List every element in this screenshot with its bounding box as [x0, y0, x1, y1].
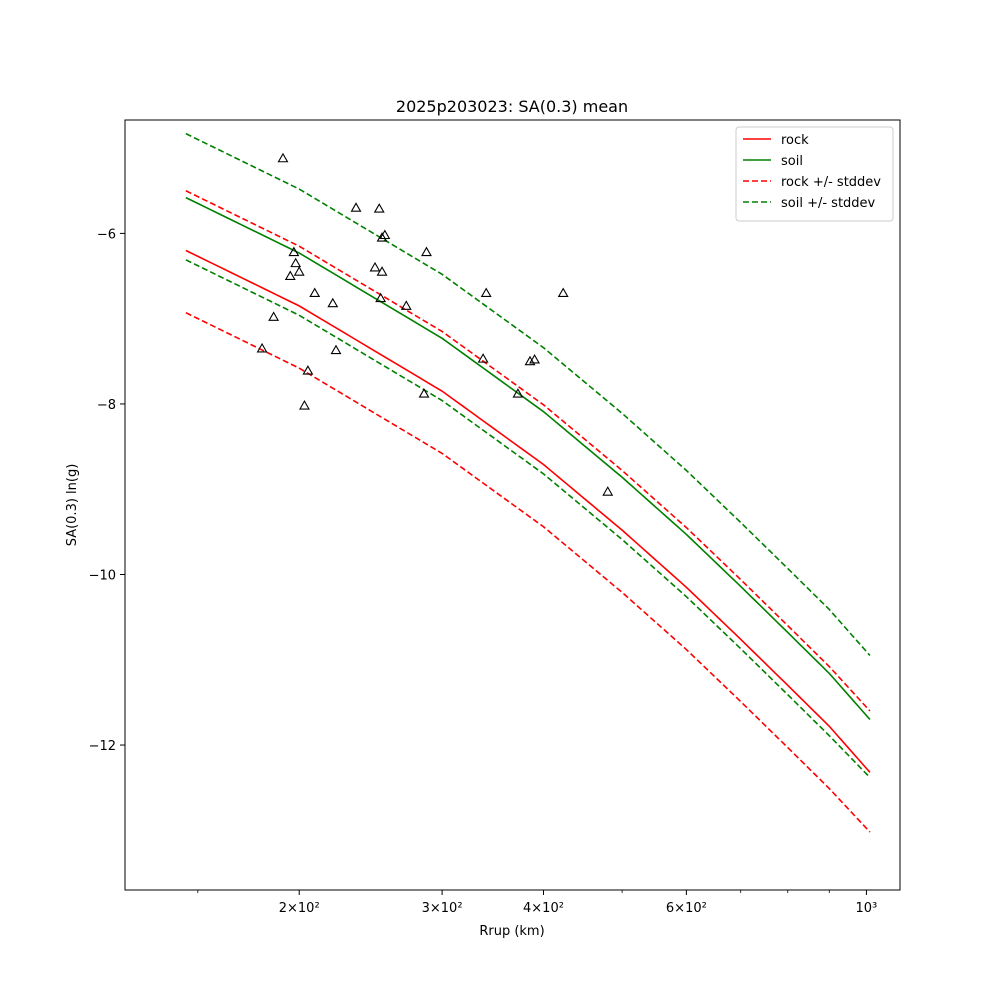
observation-marker	[376, 232, 388, 242]
legend-label: rock	[781, 133, 809, 148]
observation-marker	[557, 287, 569, 298]
x-tick-label: 10³	[856, 901, 878, 916]
observation-marker	[379, 229, 391, 240]
observation-marker	[288, 246, 300, 257]
legend-frame	[735, 126, 894, 222]
series-line-3	[185, 311, 871, 833]
observation-marker	[373, 203, 385, 213]
legend: rock soil rock +/- stddev soil +/- stddev	[735, 126, 894, 222]
y-tick-label: −6	[97, 227, 116, 242]
observation-marker	[602, 486, 614, 496]
observation-marker	[375, 292, 387, 303]
observation-marker	[350, 202, 362, 212]
observation-marker	[330, 344, 342, 355]
plot-frame	[124, 119, 901, 891]
observation-marker	[268, 311, 280, 321]
observation-marker	[529, 354, 541, 364]
observation-marker	[302, 365, 314, 375]
observation-marker	[480, 287, 492, 298]
legend-label: soil	[781, 154, 803, 169]
observation-marker	[376, 266, 388, 276]
legend-label: rock +/- stddev	[781, 175, 881, 190]
x-tick-label: 6×10²	[666, 901, 707, 916]
series-line-0	[185, 249, 871, 773]
chart-title: 2025p203023: SA(0.3) mean	[396, 97, 628, 116]
x-tick-label: 3×10²	[422, 901, 463, 916]
series-line-1	[185, 196, 871, 720]
x-tick-label: 2×10²	[279, 901, 320, 916]
x-tick-label: 4×10²	[523, 901, 564, 916]
observation-marker	[524, 355, 536, 366]
observation-marker	[290, 257, 302, 268]
y-tick-label: −8	[97, 398, 116, 413]
observation-marker	[327, 297, 339, 308]
observation-marker	[293, 266, 305, 276]
y-tick-label: −10	[89, 568, 116, 583]
series-line-2	[185, 190, 871, 712]
legend-label: soil +/- stddev	[781, 196, 876, 211]
observation-marker	[284, 270, 296, 280]
x-axis-label: Rrup (km)	[479, 924, 544, 939]
observation-marker	[421, 246, 432, 257]
observation-marker	[512, 388, 524, 398]
observation-marker	[477, 353, 489, 363]
observation-marker	[369, 261, 381, 272]
observation-marker	[400, 300, 412, 310]
observation-marker	[299, 400, 310, 410]
series-line-4	[185, 132, 871, 657]
observation-marker	[256, 342, 268, 353]
y-tick-label: −12	[89, 739, 116, 754]
observation-marker	[309, 287, 321, 298]
observation-marker	[277, 152, 289, 163]
series-line-5	[185, 259, 871, 778]
observation-marker	[418, 388, 430, 398]
y-axis-label: SA(0.3) ln(g)	[65, 464, 80, 547]
